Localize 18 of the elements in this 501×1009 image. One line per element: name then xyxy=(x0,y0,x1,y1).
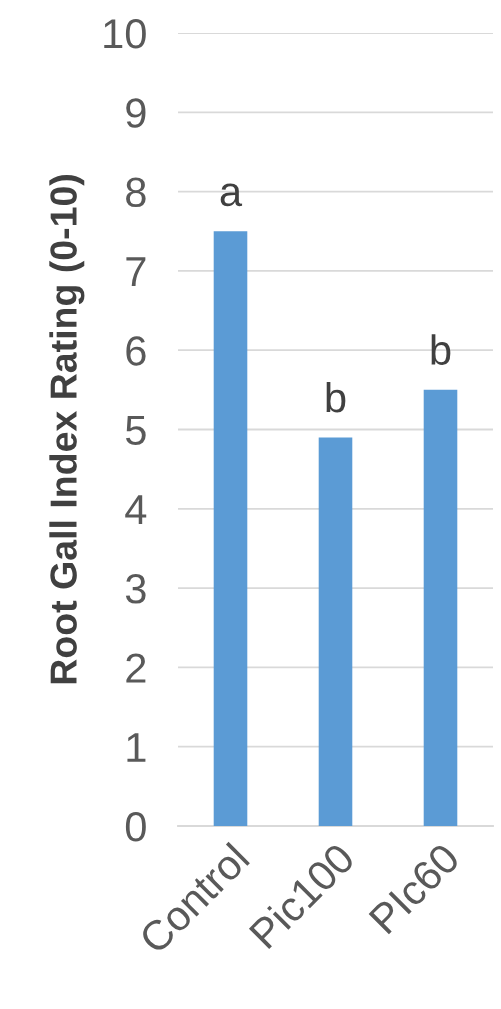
annotation: a xyxy=(220,183,243,207)
y-tick-label: 1 xyxy=(127,733,146,762)
annotation: b xyxy=(431,334,451,365)
y-tick-label: 2 xyxy=(126,653,146,683)
y-tick-label: 9 xyxy=(126,98,146,128)
y-tick-label: 5 xyxy=(125,415,146,446)
y-axis-title: Root Gall Index Rating (0-10) xyxy=(49,175,85,684)
y-tick-label: 10 xyxy=(104,19,146,49)
bar xyxy=(213,231,248,826)
bar xyxy=(423,389,458,826)
y-tick-label: 8 xyxy=(126,177,146,208)
y-tick-label: 6 xyxy=(126,336,146,366)
annotation: b xyxy=(326,381,346,413)
y-tick-label: 7 xyxy=(126,257,146,286)
y-tick-label: 4 xyxy=(125,495,147,524)
bar xyxy=(318,437,353,826)
y-tick-label: 0 xyxy=(125,812,146,842)
y-tick-label: 3 xyxy=(125,574,146,604)
